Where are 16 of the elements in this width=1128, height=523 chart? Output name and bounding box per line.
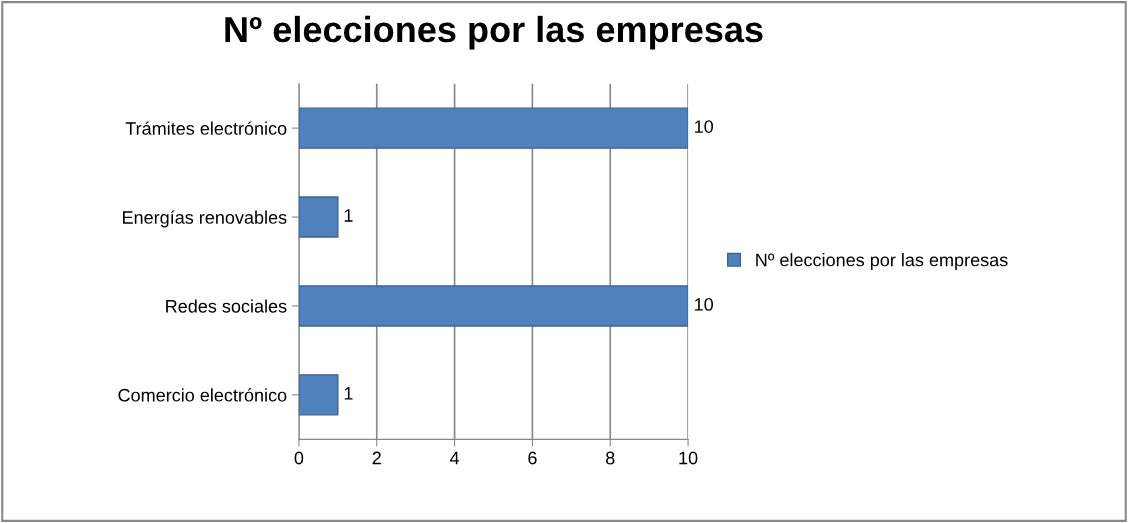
y-tick-label: Comercio electrónico: [118, 388, 287, 402]
data-label: 10: [695, 298, 714, 311]
legend-label: Nº elecciones por las empresas: [756, 253, 1008, 270]
y-tick-label: Energías renovables: [123, 210, 287, 228]
y-tick-label: Trámites electrónico: [125, 121, 287, 135]
x-tick-label: 2: [372, 451, 381, 465]
data-label: 10: [695, 120, 714, 133]
data-label: 1: [344, 387, 353, 400]
x-tick-label: 0: [294, 451, 304, 465]
x-tick-label: 8: [606, 451, 615, 465]
x-tick-label: 10: [679, 451, 698, 465]
y-tick-label: Redes sociales: [166, 299, 287, 313]
x-tick-label: 4: [449, 451, 460, 465]
data-label: 1: [344, 209, 353, 222]
chart-title: Nº elecciones por las empresas: [225, 15, 763, 50]
x-tick-label: 6: [528, 451, 537, 465]
